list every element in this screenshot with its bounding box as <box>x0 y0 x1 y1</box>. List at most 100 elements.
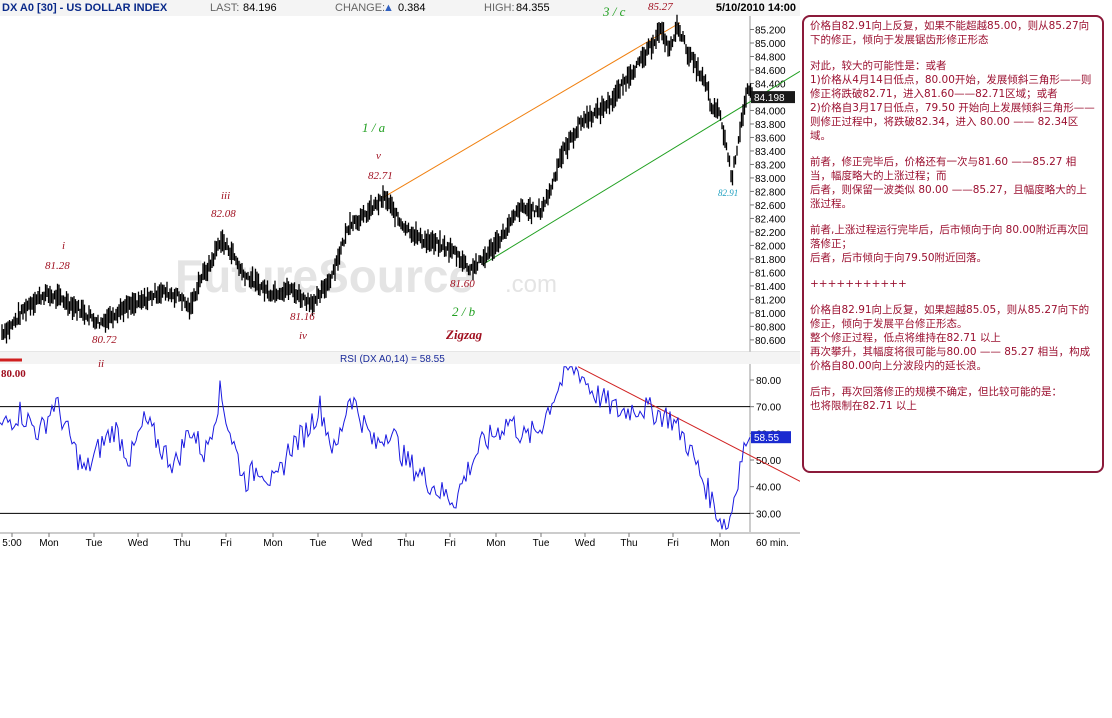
price-tick-label: 85.000 <box>755 39 786 50</box>
commentary-line: 后市，再次回落修正的规模不确定，但比较可能的是： <box>810 386 1062 398</box>
price-tick-label: 84.000 <box>755 106 786 117</box>
wave-i-price: 81.28 <box>45 260 70 272</box>
wave-2b-label: 2 / b <box>452 304 476 319</box>
commentary-line: +++++++++++ <box>810 278 907 290</box>
time-tick-label: Mon <box>39 538 58 549</box>
time-tick-label: Mon <box>486 538 505 549</box>
last-rsi-tag-bg <box>751 431 791 444</box>
commentary-line: 整个修正过程，低点将维持在82.71 以上 <box>810 332 1001 344</box>
high-value: 84.355 <box>516 2 550 14</box>
price-tick-label: 84.600 <box>755 66 786 77</box>
price-chart: DX A0 [30] - US DOLLAR INDEX LAST: 84.19… <box>0 0 800 549</box>
price-tick-label: 83.400 <box>755 147 786 158</box>
commentary-line <box>810 47 1096 59</box>
price-tick-label: 80.800 <box>755 322 786 333</box>
commentary-line <box>810 373 1096 385</box>
commentary-line: 前者，修正完毕后，价格还有一次与81.60 ——85.27 相当，幅度略大的上涨… <box>810 156 1077 182</box>
time-tick-label: Fri <box>220 538 232 549</box>
wave-2b-price: 81.60 <box>450 278 475 290</box>
commentary-line <box>810 143 1096 155</box>
last-value: 84.196 <box>243 2 277 14</box>
price-tick-label: 82.800 <box>755 187 786 198</box>
commentary-line: 前者,上涨过程运行完毕后，后市倾向于向 80.00附近再次回落修正； <box>810 224 1089 250</box>
price-tick-label: 81.400 <box>755 282 786 293</box>
wave-ii-label: ii <box>98 358 105 370</box>
wave-3c-label: 3 / c <box>603 4 626 19</box>
rsi-tick-label: 70.00 <box>756 403 781 414</box>
price-series <box>1 14 753 344</box>
price-tick-label: 82.000 <box>755 241 786 252</box>
wave-ii-price: 80.72 <box>92 334 117 346</box>
commentary-line: 也将限制在82.71 以上 <box>810 400 917 412</box>
change-label: CHANGE: <box>335 2 386 14</box>
rsi-series <box>0 365 751 531</box>
time-tick-label: Mon <box>263 538 282 549</box>
last-label: LAST: <box>210 2 240 14</box>
wave-1a-label: 1 / a <box>362 120 386 135</box>
time-tick-label: Tue <box>86 538 103 549</box>
top-price-label: 85.27 <box>648 1 673 13</box>
chart-header: DX A0 [30] - US DOLLAR INDEX LAST: 84.19… <box>0 0 800 17</box>
price-tick-label: 81.200 <box>755 295 786 306</box>
zigzag-label: Zigzag <box>446 327 483 342</box>
wave-v-label: v <box>376 150 381 162</box>
price-tick-label: 84.400 <box>755 79 786 90</box>
time-tick-label: Fri <box>667 538 679 549</box>
commentary-line: 1)价格从4月14日低点，80.00开始，发展倾斜三角形——则修正将跌破82.7… <box>810 74 1092 100</box>
price-tick-label: 83.800 <box>755 120 786 131</box>
commentary-line: 价格自82.91向上反复，如果不能超越85.00，则从85.27向下的修正，倾向… <box>810 20 1090 46</box>
price-tick-label: 82.200 <box>755 228 786 239</box>
price-tick-label: 82.400 <box>755 214 786 225</box>
time-tick-label: 5:00 <box>2 538 22 549</box>
commentary-line: 价格自82.91向上反复，如果超越85.05，则从85.27向下的修正，倾向于发… <box>810 304 1090 330</box>
chart-datetime: 5/10/2010 14:00 <box>715 2 796 14</box>
rsi-header <box>0 352 800 364</box>
time-tick-label: Wed <box>128 538 148 549</box>
rsi-tick-label: 40.00 <box>756 483 781 494</box>
price-tick-label: 85.200 <box>755 25 786 36</box>
commentary-line: 后者，后市倾向于向79.50附近回落。 <box>810 252 988 264</box>
last-price-tag-bg <box>751 91 795 104</box>
commentary-box: 价格自82.91向上反复，如果不能超越85.00，则从85.27向下的修正，倾向… <box>802 15 1104 473</box>
change-arrow-icon: ▲ <box>383 2 394 14</box>
high-label: HIGH: <box>484 2 515 14</box>
rsi-label: RSI (DX A0,14) = 58.55 <box>340 354 445 365</box>
price-tick-label: 81.000 <box>755 309 786 320</box>
time-tick-label: Tue <box>310 538 327 549</box>
time-unit-label: 60 min. <box>756 538 789 549</box>
time-tick-label: Wed <box>352 538 372 549</box>
time-tick-label: Fri <box>444 538 456 549</box>
last-price-tag: 84.198 <box>754 93 785 104</box>
price-tick-label: 83.200 <box>755 160 786 171</box>
price-tick-label: 81.800 <box>755 255 786 266</box>
start-price-label: 80.00 <box>1 368 26 380</box>
last-rsi-tag: 58.55 <box>754 433 779 444</box>
rsi-trend-line <box>577 366 800 482</box>
time-tick-label: Thu <box>397 538 414 549</box>
price-tick-label: 83.000 <box>755 174 786 185</box>
low-price-label: 82.91 <box>718 188 739 198</box>
wave-iii-price: 82.08 <box>211 208 236 220</box>
time-tick-label: Thu <box>173 538 190 549</box>
symbol-title: DX A0 [30] - US DOLLAR INDEX <box>2 2 168 14</box>
price-tick-label: 81.600 <box>755 268 786 279</box>
time-tick-label: Thu <box>620 538 637 549</box>
watermark-suffix: .com <box>505 271 557 298</box>
price-tick-label: 82.600 <box>755 201 786 212</box>
commentary-line <box>810 211 1096 223</box>
time-tick-label: Mon <box>710 538 729 549</box>
time-tick-label: Tue <box>533 538 550 549</box>
wave-iv-label: iv <box>299 330 307 342</box>
rsi-tick-label: 30.00 <box>756 509 781 520</box>
chart-canvas: FutureSource .com RSI (DX A0,14) = 58.55 … <box>0 14 800 549</box>
rsi-tick-label: 80.00 <box>756 376 781 387</box>
commentary-line <box>810 265 1096 277</box>
wave-iv-price: 81.16 <box>290 311 315 323</box>
price-tick-label: 80.600 <box>755 336 786 347</box>
wave-i-label: i <box>62 240 66 252</box>
commentary-line: 对此，较大的可能性是：或者 <box>810 60 947 72</box>
commentary-line: 2)价格自3月17日低点，79.50 开始向上发展倾斜三角形——则修正过程中，将… <box>810 102 1095 142</box>
commentary-line <box>810 291 1096 303</box>
change-value: 0.384 <box>398 2 426 14</box>
wave-iii-label: iii <box>221 190 231 202</box>
